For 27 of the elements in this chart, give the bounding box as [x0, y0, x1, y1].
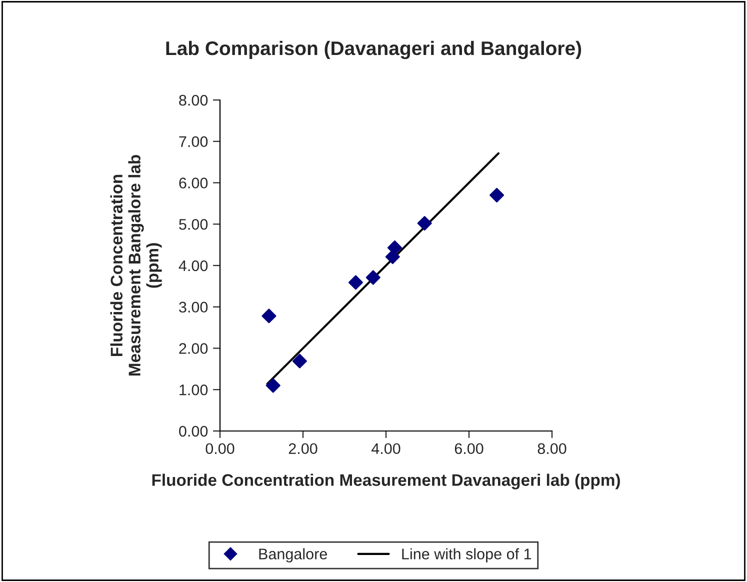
x-tick-label: 4.00 — [371, 443, 400, 454]
y-tick-label: 5.00 — [179, 218, 208, 230]
x-tick-label: 2.00 — [288, 443, 318, 454]
y-tick-label: 6.00 — [179, 178, 208, 188]
x-axis-title: Fluoride Concentration Measurement Davanageri lab (ppm) — [152, 474, 620, 490]
y-tick-label: 7.00 — [179, 136, 208, 148]
x-tick-label: 8.00 — [538, 443, 566, 454]
point — [490, 188, 504, 202]
y-tick-label: 2.00 — [179, 343, 208, 354]
point — [417, 216, 432, 231]
y-tick-label: 1.00 — [180, 384, 208, 396]
y-tick-label: 8.00 — [179, 94, 208, 106]
y-axis-title: Fluoride Concentration Measurement Bangalore lab (ppm) — [110, 155, 162, 376]
point — [262, 308, 276, 324]
y-tick-label: 4.00 — [178, 260, 208, 272]
x-tick-label: 6.00 — [454, 443, 484, 454]
point — [292, 354, 307, 368]
point — [366, 270, 380, 285]
point — [387, 240, 402, 255]
point — [348, 275, 363, 290]
legend-label: Line with slope of 1 — [402, 548, 532, 562]
y-tick-label: 3.00 — [179, 302, 208, 313]
legend-label: Bangalore — [259, 548, 327, 562]
chart-title: Lab Comparison (Davanageri and Bangalore) — [166, 40, 582, 60]
x-tick-label: 0.00 — [206, 443, 234, 454]
point — [266, 378, 280, 393]
y-tick-label: 0.00 — [179, 426, 208, 437]
